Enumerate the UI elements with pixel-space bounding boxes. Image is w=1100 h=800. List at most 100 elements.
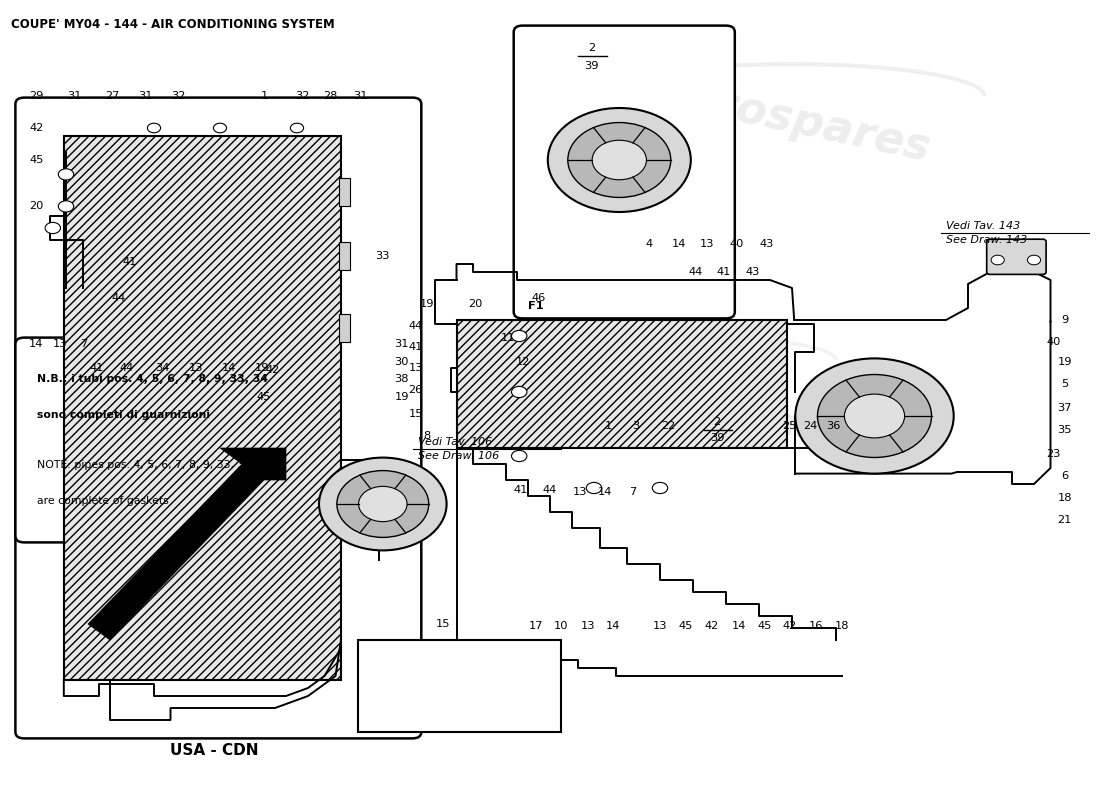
Circle shape	[319, 458, 447, 550]
Bar	[339, 178, 350, 206]
Text: 25: 25	[782, 421, 797, 430]
Text: 19: 19	[1057, 358, 1072, 367]
Text: Vedi Tav. 106: Vedi Tav. 106	[418, 438, 493, 447]
Text: 13: 13	[652, 621, 668, 630]
Text: 6: 6	[1062, 471, 1068, 481]
Text: 14: 14	[597, 487, 613, 497]
Circle shape	[58, 169, 74, 180]
Circle shape	[290, 123, 304, 133]
Text: 13: 13	[700, 239, 715, 249]
Circle shape	[512, 330, 527, 342]
Circle shape	[337, 470, 429, 538]
Text: 41: 41	[89, 363, 104, 373]
Text: 18: 18	[834, 621, 849, 630]
Text: 34: 34	[155, 363, 170, 373]
Text: eurospares: eurospares	[650, 70, 934, 170]
Text: NOTE: pipes pos. 4, 5, 6, 7, 8, 9, 33, 34: NOTE: pipes pos. 4, 5, 6, 7, 8, 9, 33, 3…	[37, 460, 252, 470]
Text: 12: 12	[515, 357, 530, 366]
Circle shape	[592, 140, 647, 180]
Circle shape	[359, 486, 407, 522]
Circle shape	[548, 108, 691, 212]
Text: 16: 16	[808, 621, 824, 630]
Bar	[456, 320, 786, 448]
Circle shape	[512, 450, 527, 462]
Circle shape	[213, 123, 227, 133]
Text: 31: 31	[138, 91, 153, 101]
Text: 9: 9	[1062, 315, 1068, 325]
FancyBboxPatch shape	[15, 98, 421, 738]
Circle shape	[58, 201, 74, 212]
Text: 17: 17	[528, 621, 543, 630]
Text: 41: 41	[122, 258, 138, 267]
Text: 14: 14	[671, 239, 686, 249]
Text: 13: 13	[572, 487, 587, 497]
Text: 31: 31	[67, 91, 82, 101]
Circle shape	[512, 386, 527, 398]
Text: 2: 2	[714, 418, 720, 427]
Text: 42: 42	[30, 123, 43, 133]
FancyBboxPatch shape	[514, 26, 735, 318]
FancyBboxPatch shape	[987, 239, 1046, 274]
Text: 4: 4	[646, 239, 652, 249]
Text: 28: 28	[322, 91, 338, 101]
Text: N.B.: i tubi pos. 4, 5, 6, 7, 8, 9, 33, 34: N.B.: i tubi pos. 4, 5, 6, 7, 8, 9, 33, …	[37, 374, 268, 383]
Text: 44: 44	[689, 267, 702, 277]
Text: 39: 39	[710, 434, 725, 443]
Text: 40: 40	[729, 239, 745, 249]
Text: 7: 7	[80, 339, 87, 349]
Circle shape	[652, 482, 668, 494]
Circle shape	[568, 122, 671, 198]
Text: 15: 15	[408, 409, 424, 418]
Text: 42: 42	[705, 621, 718, 630]
Text: 40: 40	[1046, 338, 1062, 347]
Text: USA - CDN: USA - CDN	[170, 743, 258, 758]
Text: eurospares: eurospares	[632, 376, 864, 456]
Text: 42: 42	[783, 621, 796, 630]
Text: 18: 18	[1057, 493, 1072, 502]
Text: 8: 8	[424, 431, 430, 441]
Text: 14: 14	[221, 363, 236, 373]
Text: See Draw. 106: See Draw. 106	[418, 451, 499, 461]
Text: 31: 31	[394, 339, 409, 349]
Text: 26: 26	[409, 385, 422, 394]
Text: 24: 24	[804, 421, 817, 430]
Text: 38: 38	[394, 374, 409, 384]
Text: are complete of gaskets: are complete of gaskets	[37, 497, 169, 506]
Bar	[64, 136, 341, 680]
Circle shape	[817, 374, 932, 458]
Text: 44: 44	[409, 321, 422, 330]
Circle shape	[845, 394, 904, 438]
Text: 45: 45	[757, 621, 772, 630]
Text: COUPE' MY04 - 144 - AIR CONDITIONING SYSTEM: COUPE' MY04 - 144 - AIR CONDITIONING SYS…	[11, 18, 334, 30]
Text: 44: 44	[543, 485, 557, 494]
Polygon shape	[88, 448, 286, 640]
FancyBboxPatch shape	[15, 338, 311, 542]
Text: 13: 13	[581, 621, 596, 630]
Text: 43: 43	[759, 239, 774, 249]
Text: 11: 11	[500, 333, 516, 342]
Circle shape	[1027, 255, 1041, 265]
Text: 1: 1	[605, 421, 612, 430]
Text: 39: 39	[584, 61, 600, 70]
Text: sono completi di guarnizioni: sono completi di guarnizioni	[37, 410, 210, 420]
Text: 37: 37	[1057, 403, 1072, 413]
Circle shape	[45, 222, 60, 234]
Text: 36: 36	[826, 421, 842, 430]
Text: 13: 13	[53, 339, 68, 349]
Text: 1: 1	[261, 91, 267, 101]
Text: 10: 10	[553, 621, 569, 630]
Text: eurospares: eurospares	[200, 462, 394, 530]
Text: See Draw. 143: See Draw. 143	[946, 235, 1027, 245]
Text: 44: 44	[112, 293, 125, 302]
Text: 7: 7	[629, 487, 636, 497]
Text: 5: 5	[1062, 379, 1068, 389]
Text: 19: 19	[394, 392, 409, 402]
Text: 44: 44	[120, 363, 133, 373]
Circle shape	[586, 482, 602, 494]
Text: 41: 41	[408, 342, 424, 352]
Text: 22: 22	[662, 421, 675, 430]
Text: 31: 31	[353, 91, 369, 101]
Circle shape	[795, 358, 954, 474]
Text: 19: 19	[254, 363, 270, 373]
Text: 41: 41	[716, 267, 732, 277]
